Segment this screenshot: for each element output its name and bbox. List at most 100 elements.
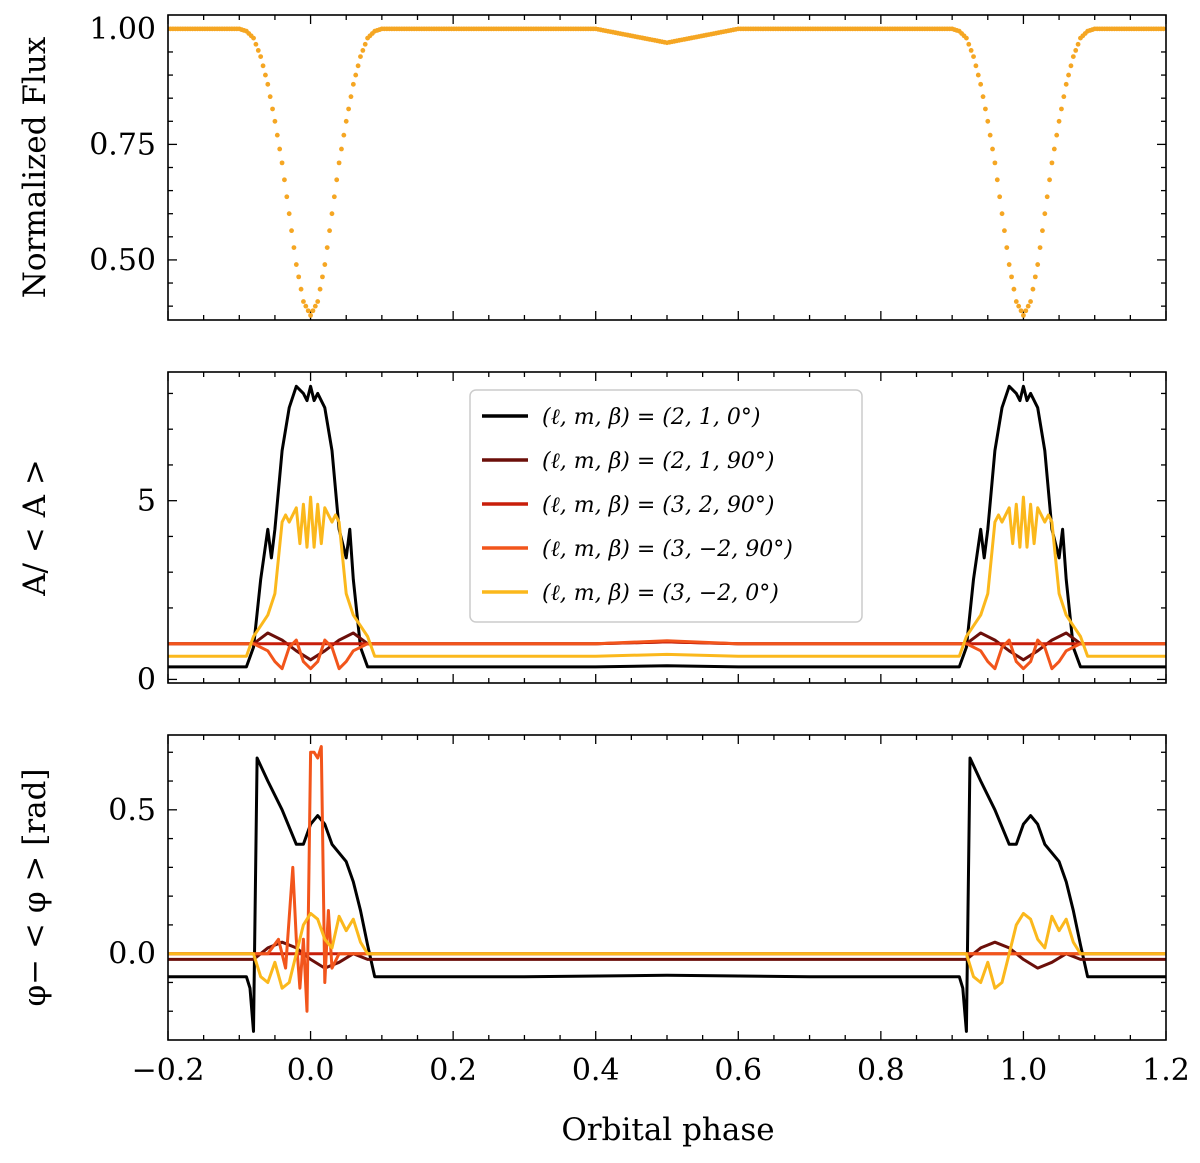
flux-point bbox=[1028, 299, 1033, 304]
flux-point bbox=[312, 303, 318, 309]
flux-point bbox=[966, 41, 972, 47]
flux-point bbox=[358, 54, 363, 59]
flux-point bbox=[331, 194, 337, 200]
flux-point bbox=[990, 146, 995, 152]
flux-point bbox=[255, 48, 261, 53]
flux-point bbox=[999, 211, 1005, 217]
flux-point bbox=[971, 54, 976, 59]
flux-point bbox=[322, 262, 328, 267]
axes-frame bbox=[167, 14, 1167, 321]
flux-point bbox=[987, 132, 993, 138]
flux-point bbox=[327, 228, 332, 234]
flux-point bbox=[1004, 245, 1010, 251]
y-tick-label: 0.75 bbox=[89, 127, 156, 162]
flux-point bbox=[1161, 26, 1166, 32]
x-tick-label: 1.2 bbox=[1142, 1053, 1190, 1088]
flux-point bbox=[308, 312, 313, 318]
x-tick-label: 0.4 bbox=[572, 1053, 620, 1088]
legend-box bbox=[469, 389, 863, 623]
flux-point bbox=[1056, 118, 1062, 124]
flux-point bbox=[1044, 194, 1050, 200]
flux-point bbox=[329, 211, 335, 217]
flux-point bbox=[1035, 262, 1041, 267]
flux-point bbox=[1073, 48, 1079, 53]
legend-entry: (ℓ, m, β) = (3, −2, 90°) bbox=[542, 537, 793, 562]
y-tick-label: 0.0 bbox=[108, 937, 156, 972]
y-axis-label: Normalized Flux bbox=[17, 36, 53, 298]
flux-point bbox=[1042, 211, 1048, 217]
flux-point bbox=[301, 299, 306, 304]
flux-point bbox=[253, 41, 259, 47]
x-tick-label: 0.6 bbox=[714, 1053, 762, 1088]
y-tick-label: 0.50 bbox=[89, 243, 156, 278]
flux-point bbox=[997, 194, 1003, 200]
flux-point bbox=[263, 72, 268, 78]
flux-point bbox=[1054, 132, 1060, 138]
flux-point bbox=[985, 118, 991, 124]
flux-point bbox=[341, 132, 347, 138]
flux-point bbox=[336, 160, 342, 166]
flux-point bbox=[346, 106, 351, 112]
flux-point bbox=[983, 106, 988, 112]
panel-normalized-flux: 0.50 0.75 1.00 Normalized Flux bbox=[17, 12, 1167, 321]
flux-point bbox=[362, 41, 368, 47]
legend-entry: (ℓ, m, β) = (2, 1, 0°) bbox=[542, 405, 760, 430]
flux-point bbox=[289, 228, 294, 234]
flux-point bbox=[980, 94, 986, 100]
flux-point bbox=[964, 35, 969, 41]
flux-point bbox=[272, 118, 278, 124]
flux-point bbox=[968, 48, 974, 53]
flux-point bbox=[279, 160, 285, 166]
panel-amplitude-ratio: 0 5 A/ < A > bbox=[17, 371, 1167, 697]
flux-point bbox=[355, 63, 361, 69]
flux-point bbox=[258, 54, 264, 59]
flux-point bbox=[317, 286, 323, 292]
flux-point bbox=[1068, 63, 1074, 69]
flux-point bbox=[1037, 245, 1043, 251]
flux-point bbox=[353, 72, 359, 78]
legend: (ℓ, m, β) = (2, 1, 0°) (ℓ, m, β) = (2, 1,… bbox=[469, 389, 863, 623]
flux-point bbox=[296, 274, 302, 280]
flux-point bbox=[1040, 228, 1045, 234]
flux-point bbox=[1016, 303, 1022, 309]
flux-point bbox=[1021, 312, 1026, 318]
x-tick-label: 0.8 bbox=[857, 1053, 905, 1088]
y-axis-label: A/ < A > bbox=[17, 459, 53, 597]
x-axis-label: Orbital phase bbox=[561, 1112, 774, 1148]
flux-point bbox=[320, 274, 325, 280]
x-tick-label: 0.0 bbox=[287, 1053, 335, 1088]
flux-point bbox=[286, 211, 292, 217]
series-line bbox=[168, 384, 1166, 669]
flux-point bbox=[975, 72, 981, 78]
flux-point bbox=[1013, 299, 1019, 304]
flux-point bbox=[1075, 41, 1081, 47]
y-tick-label: 1.00 bbox=[89, 12, 156, 47]
flux-point bbox=[303, 303, 309, 309]
flux-point bbox=[992, 160, 998, 166]
flux-point bbox=[310, 308, 316, 314]
flux-point bbox=[1009, 274, 1014, 280]
flux-point bbox=[267, 94, 273, 100]
flux-point bbox=[1070, 54, 1076, 59]
y-axis-label: φ− < φ > [rad] bbox=[17, 768, 53, 1006]
flux-point bbox=[1023, 308, 1029, 314]
flux-point bbox=[348, 94, 354, 100]
flux-point bbox=[324, 245, 330, 251]
x-tick-label: −0.2 bbox=[132, 1053, 205, 1088]
x-tick-label: 0.2 bbox=[429, 1053, 477, 1088]
legend-entry: (ℓ, m, β) = (3, 2, 90°) bbox=[542, 493, 774, 518]
legend-entry: (ℓ, m, β) = (2, 1, 90°) bbox=[542, 449, 774, 474]
flux-point bbox=[1011, 286, 1017, 292]
flux-point bbox=[973, 63, 979, 69]
flux-point bbox=[293, 262, 299, 267]
flux-point bbox=[270, 106, 275, 112]
flux-point bbox=[360, 48, 366, 53]
flux-point bbox=[315, 299, 321, 304]
flux-point bbox=[1047, 177, 1052, 183]
flux-point bbox=[1030, 286, 1036, 292]
flux-point bbox=[350, 81, 356, 87]
flux-point bbox=[334, 177, 340, 183]
axes-frame bbox=[167, 371, 1167, 684]
flux-point bbox=[978, 81, 984, 87]
